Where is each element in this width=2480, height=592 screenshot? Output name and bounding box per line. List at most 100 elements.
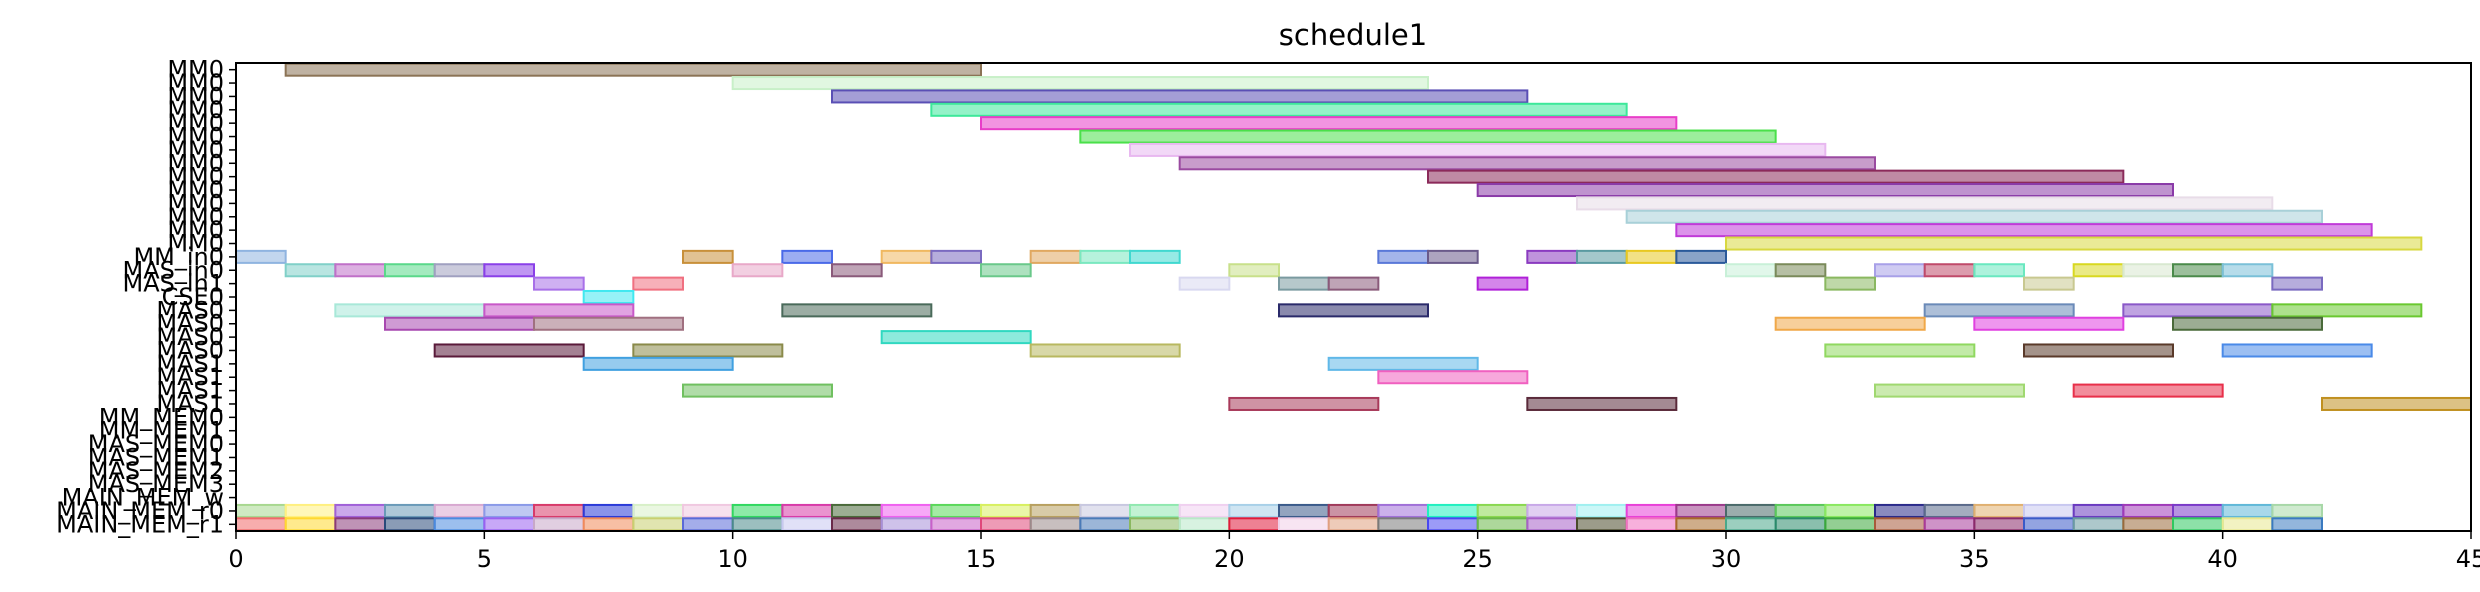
task-bar: [781, 517, 834, 532]
task-bar: [781, 303, 933, 318]
task-bar: [682, 517, 734, 532]
task-bar: [1824, 276, 1876, 291]
y-tick-label: MAS_in1: [122, 270, 224, 298]
task-bar: [1526, 249, 1578, 264]
task-bar: [1327, 503, 1380, 518]
task-bar: [1427, 169, 2125, 184]
y-tick-label: MAIN_MEM_r1: [56, 510, 224, 538]
task-bar: [880, 503, 933, 518]
task-bar: [930, 249, 983, 264]
task-bar: [1874, 517, 1926, 532]
task-bar: [930, 503, 983, 518]
task-bar: [1178, 517, 1231, 532]
task-bar: [334, 503, 386, 518]
task-bar: [1774, 503, 1827, 518]
y-tick-label: MAS_MEM3: [88, 470, 224, 498]
task-bar: [1129, 142, 1827, 157]
x-tick-label: 35: [1959, 545, 1990, 573]
x-axis: 0 5 10 15 20 25 30 35 40 45: [228, 531, 2480, 573]
task-bar: [1178, 276, 1231, 291]
task-bar: [1476, 517, 1529, 532]
task-bar: [1774, 263, 1827, 278]
task-bar: [2271, 303, 2423, 318]
task-bar: [1625, 503, 1678, 518]
task-bar: [2271, 276, 2324, 291]
task-bar: [1973, 503, 2025, 518]
task-bar: [2023, 276, 2075, 291]
task-bar: [831, 517, 883, 532]
y-tick-label: MAS_MEM2: [88, 457, 224, 485]
task-bar: [284, 62, 983, 77]
task-bar: [1377, 249, 1429, 264]
task-bar: [1576, 249, 1628, 264]
y-tick-label: MAS_MEM0: [88, 430, 224, 458]
x-tick-label: 0: [228, 545, 243, 573]
task-bar: [533, 517, 585, 532]
task-bar: [483, 303, 635, 318]
task-bar: [1923, 517, 1976, 532]
task-bar: [632, 503, 685, 518]
y-tick-label: CSE0: [162, 283, 224, 311]
task-bar: [1625, 209, 2324, 224]
task-bar: [1973, 517, 2025, 532]
task-bar: [1377, 503, 1429, 518]
task-bar: [880, 330, 1032, 345]
task-bar: [582, 517, 635, 532]
task-bar: [1675, 249, 1727, 264]
task-bar: [2122, 517, 2175, 532]
task-bar: [1824, 503, 1876, 518]
y-tick-label: MM0: [167, 189, 224, 217]
task-bar: [1725, 236, 2423, 251]
task-bar: [384, 316, 535, 331]
x-tick-label: 30: [1711, 545, 1742, 573]
task-bar: [284, 263, 337, 278]
task-bar: [731, 263, 784, 278]
task-bar: [1973, 316, 2125, 331]
task-bar: [1476, 276, 1529, 291]
task-bar: [1824, 343, 1976, 358]
task-bar: [1327, 356, 1479, 371]
task-bar: [2072, 383, 2224, 398]
y-tick-label: MM0: [167, 69, 224, 97]
task-bar: [880, 249, 933, 264]
task-bar: [483, 263, 535, 278]
task-bar: [1278, 517, 1330, 532]
task-bar: [1327, 517, 1380, 532]
task-bar: [1576, 196, 2274, 211]
task-bar: [235, 517, 287, 532]
task-bar: [831, 503, 883, 518]
y-tick-label: MM0: [167, 56, 224, 84]
y-tick-label: MAS_MEM1: [88, 443, 224, 471]
y-tick-label: MM0: [167, 109, 224, 137]
task-bar: [1923, 263, 1976, 278]
task-bar: [1129, 517, 1181, 532]
task-bar: [1973, 263, 2025, 278]
task-bar: [483, 517, 535, 532]
task-bar: [2122, 263, 2175, 278]
task-bar: [483, 503, 535, 518]
task-bar: [682, 383, 833, 398]
task-bar: [1228, 517, 1280, 532]
task-bar: [1377, 370, 1529, 385]
task-bar: [2122, 303, 2274, 318]
y-tick-label: MAS_in0: [122, 256, 224, 284]
task-bar: [2072, 503, 2125, 518]
y-tick-label: MM_MEM0: [99, 403, 224, 431]
chart-title: schedule1: [1279, 18, 1427, 52]
task-bar: [1427, 249, 1479, 264]
task-bar: [831, 263, 883, 278]
task-bar: [1029, 343, 1181, 358]
task-bar: [682, 503, 734, 518]
task-bar: [1675, 223, 2373, 238]
task-bar: [731, 517, 784, 532]
y-tick-label: MM0: [167, 149, 224, 177]
task-bars: [235, 62, 2472, 532]
task-bar: [2172, 503, 2224, 518]
task-bar: [284, 517, 337, 532]
task-bar: [2271, 517, 2324, 532]
task-bar: [2023, 503, 2075, 518]
task-bar: [632, 276, 685, 291]
task-bar: [1278, 276, 1330, 291]
task-bar: [533, 316, 684, 331]
